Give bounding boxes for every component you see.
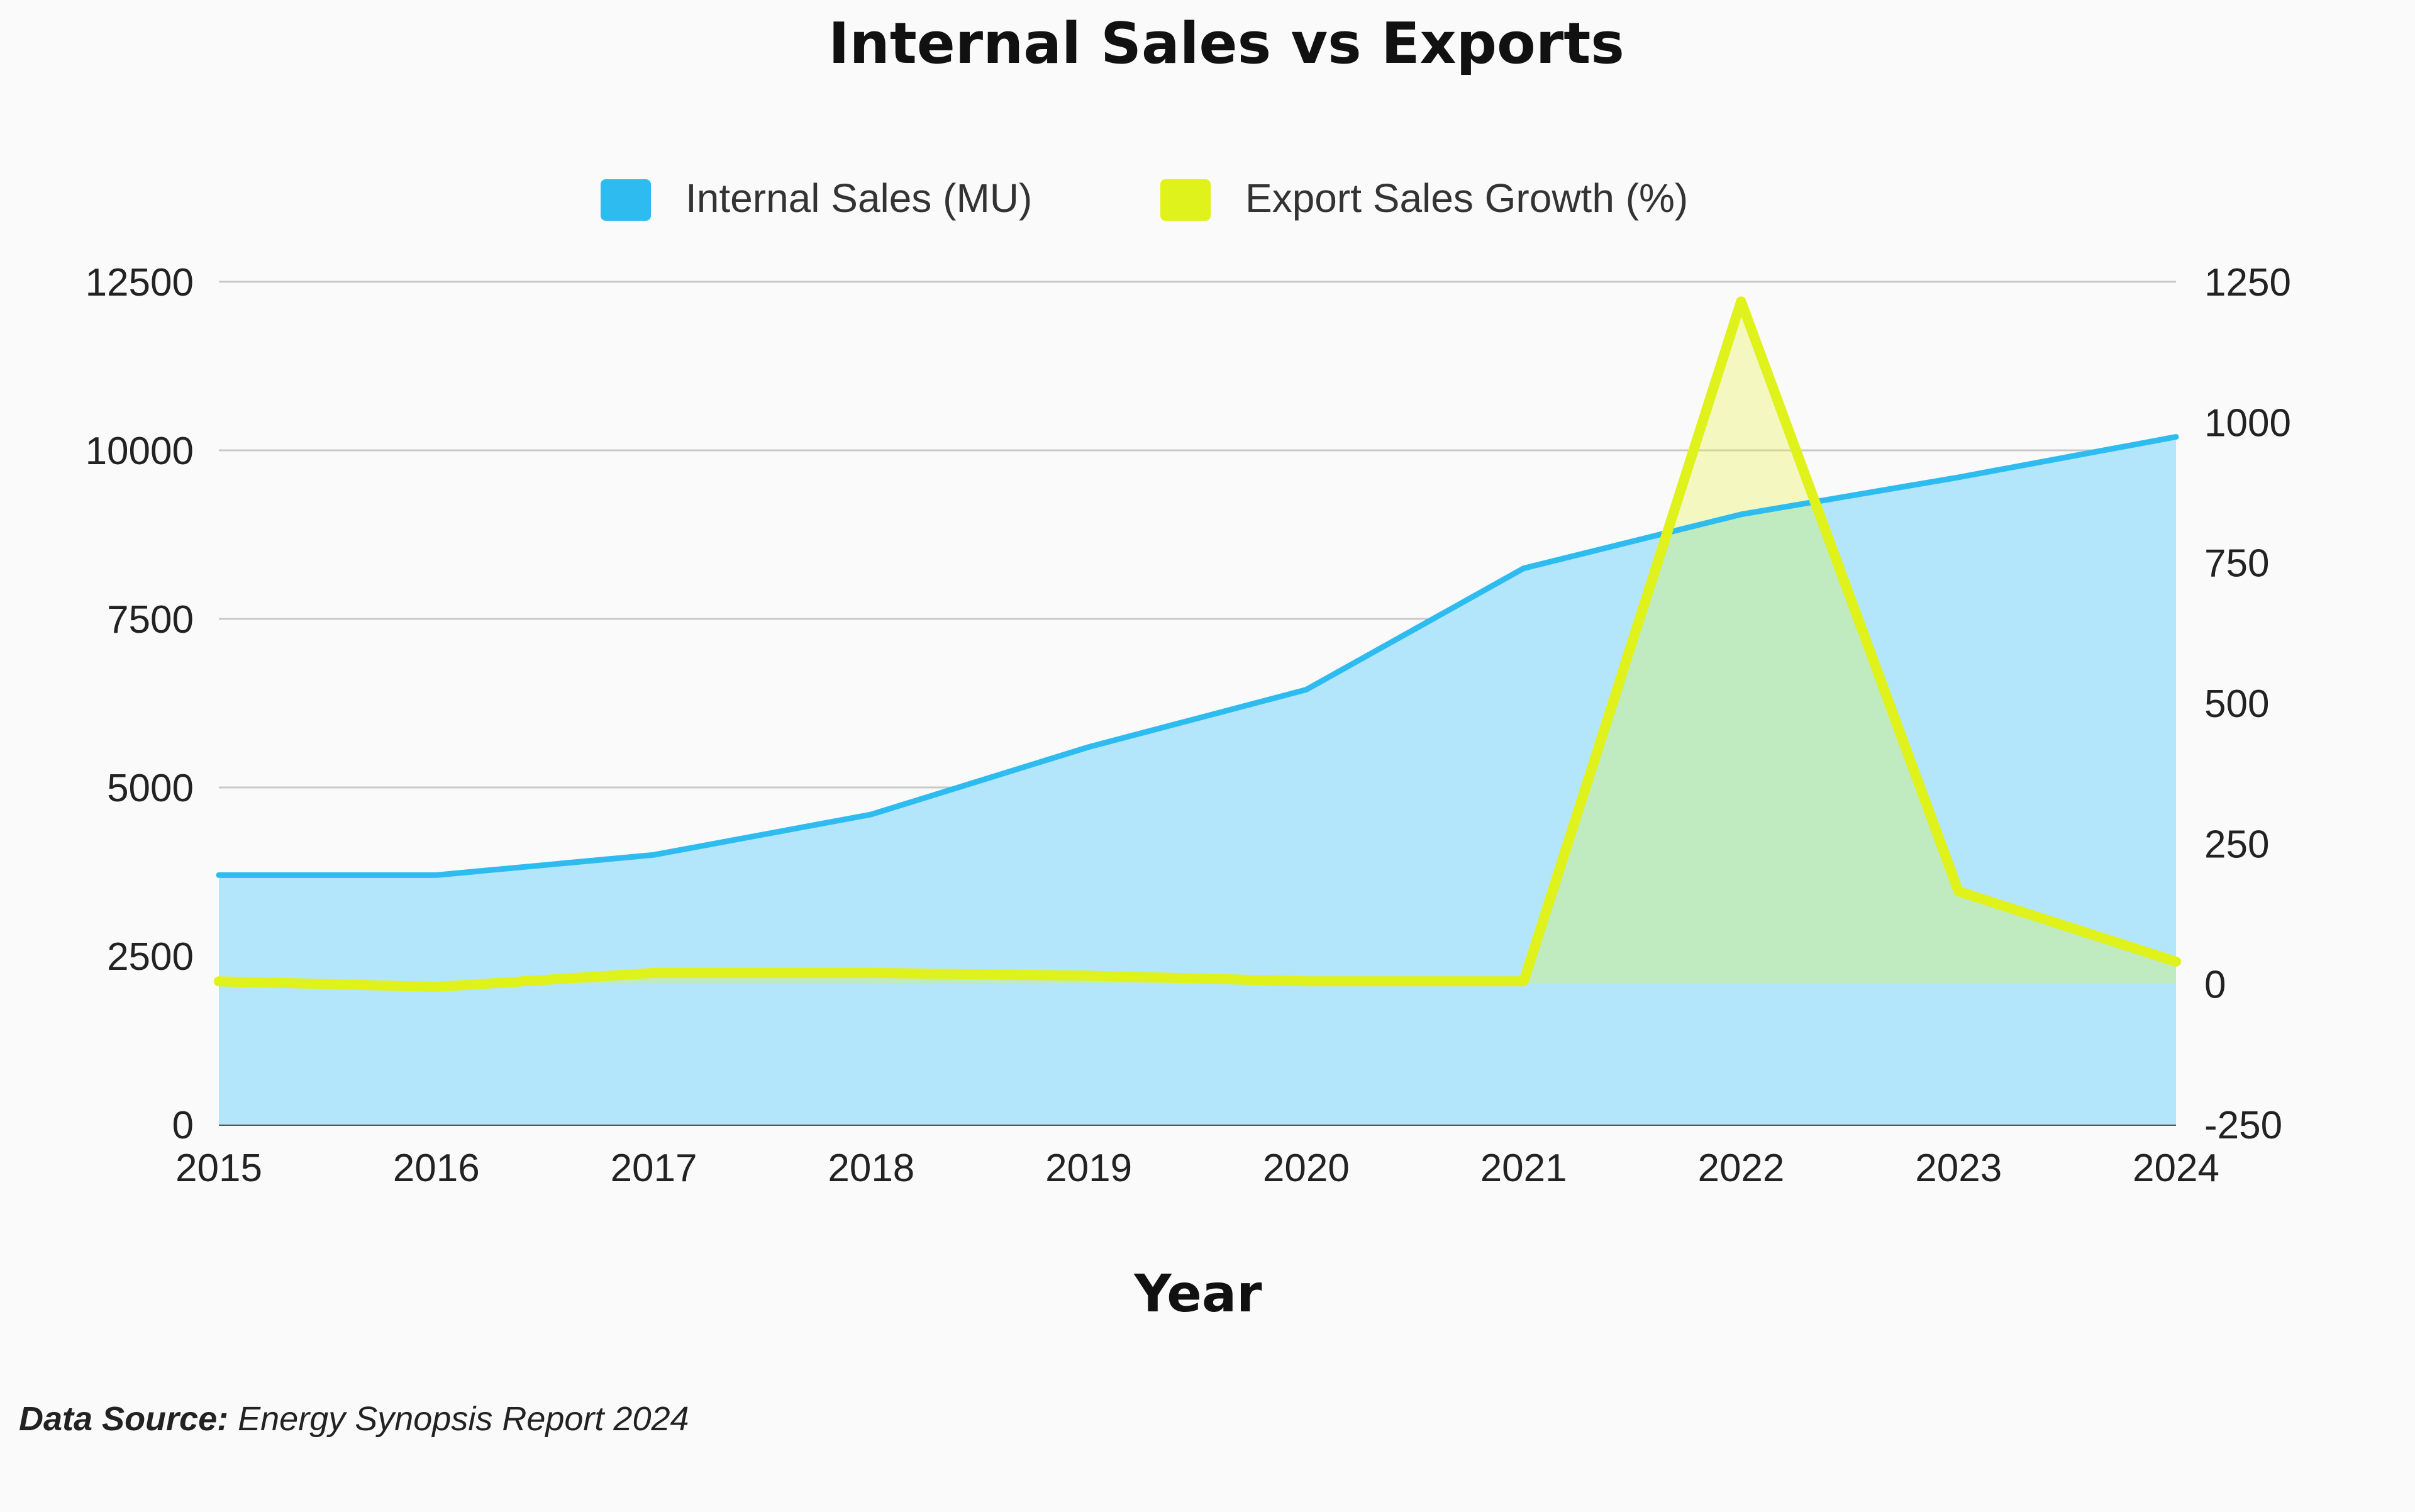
y-tick-label-right: -250 xyxy=(2204,1104,2282,1147)
y-tick-label-right: 750 xyxy=(2204,542,2269,586)
x-axis: 2015 2016 2017 2018 2019 2020 2021 2022 2023 2024 xyxy=(175,1147,2219,1190)
y-tick-label-left: 5000 xyxy=(107,767,194,810)
data-source-text: Energy Synopsis Report 2024 xyxy=(238,1400,689,1438)
x-tick-label: 2015 xyxy=(175,1147,262,1190)
legend: Internal Sales (MU) Export Sales Growth (… xyxy=(601,175,1688,221)
y-tick-label-right: 250 xyxy=(2204,823,2269,866)
series-line-1 xyxy=(216,434,2179,878)
y-tick-label-left: 10000 xyxy=(86,430,194,473)
legend-swatch xyxy=(1160,179,1211,221)
y-tick-label-right: 500 xyxy=(2204,682,2269,726)
x-tick-label: 2019 xyxy=(1045,1147,1132,1190)
x-tick-label: 2021 xyxy=(1480,1147,1567,1190)
series-line-2 xyxy=(214,296,2181,992)
data-source: Data Source: Energy Synopsis Report 2024 xyxy=(19,1399,689,1438)
legend-label: Internal Sales (MU) xyxy=(686,175,1032,221)
y-axis-right: -250 0 250 500 750 1000 1250 xyxy=(2204,261,2291,1147)
x-axis-title: Year xyxy=(1133,1264,1262,1324)
data-source-label: Data Source: xyxy=(19,1400,229,1438)
legend-swatch xyxy=(601,179,651,221)
y-tick-label-left: 7500 xyxy=(107,598,194,642)
y-tick-label-left: 2500 xyxy=(107,935,194,979)
chart-title: Internal Sales vs Exports xyxy=(828,11,1624,77)
x-tick-label: 2020 xyxy=(1263,1147,1350,1190)
legend-label: Export Sales Growth (%) xyxy=(1245,175,1688,221)
x-tick-label: 2018 xyxy=(828,1147,914,1190)
y-tick-label-left: 12500 xyxy=(86,261,194,304)
y-tick-label-right: 1000 xyxy=(2204,401,2291,445)
series-lines xyxy=(214,296,2181,992)
series-areas xyxy=(219,301,2176,1125)
x-tick-label: 2023 xyxy=(1915,1147,2002,1190)
y-tick-label-right: 0 xyxy=(2204,964,2226,1007)
series-area-1 xyxy=(219,436,2176,1125)
x-tick-label: 2022 xyxy=(1697,1147,1784,1190)
x-tick-label: 2017 xyxy=(611,1147,697,1190)
x-tick-label: 2024 xyxy=(2133,1147,2219,1190)
y-axis-left: 0 2500 5000 7500 10000 12500 xyxy=(86,261,194,1147)
x-tick-label: 2016 xyxy=(393,1147,480,1190)
y-tick-label-right: 1250 xyxy=(2204,261,2291,304)
y-tick-label-left: 0 xyxy=(172,1104,194,1147)
